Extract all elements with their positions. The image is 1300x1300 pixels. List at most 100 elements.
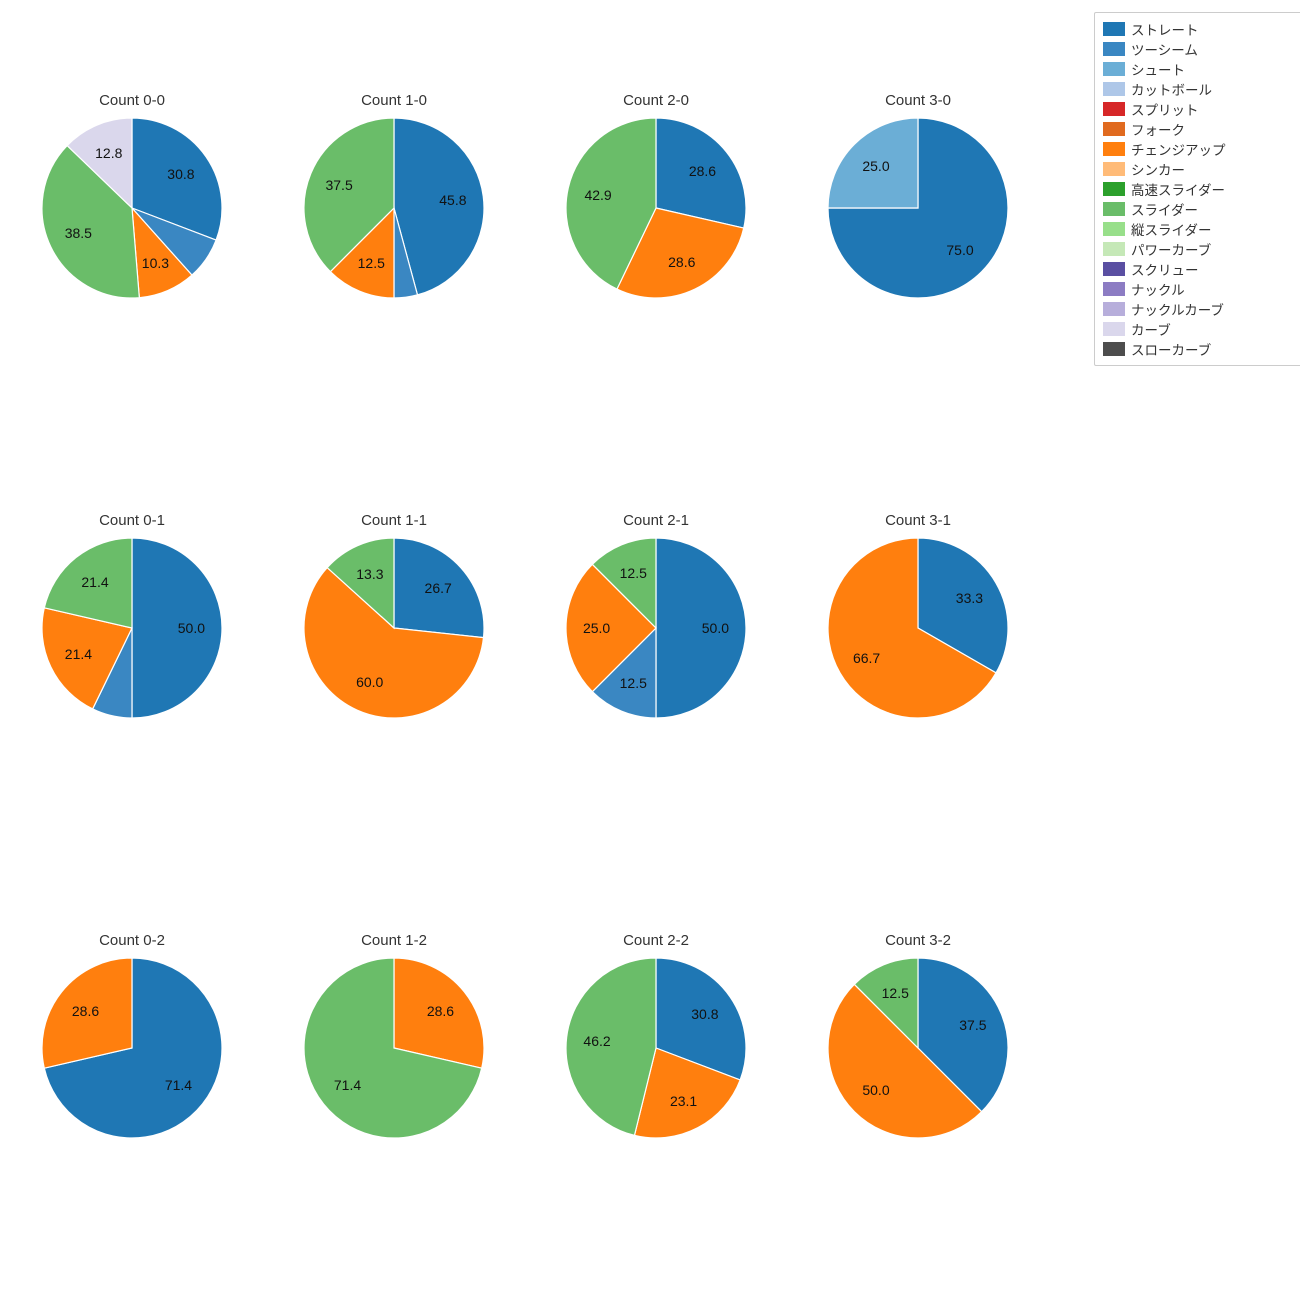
- pie-chart-count-1-2: Count 1-228.671.4: [304, 958, 484, 1138]
- pie-chart-count-0-1: Count 0-150.021.421.4: [42, 538, 222, 718]
- pie-title: Count 1-1: [361, 512, 427, 529]
- legend-swatch: [1103, 182, 1125, 196]
- pie-slice-label: 21.4: [65, 646, 92, 662]
- pie-chart-count-0-0: Count 0-030.810.338.512.8: [42, 118, 222, 298]
- legend-swatch: [1103, 102, 1125, 116]
- pie-slice-label: 25.0: [583, 620, 610, 636]
- pie-title: Count 1-0: [361, 92, 427, 109]
- legend-item-curve: カーブ: [1103, 319, 1293, 339]
- pie-slice-label: 21.4: [81, 574, 108, 590]
- legend-item-knuckle: ナックル: [1103, 279, 1293, 299]
- legend-label: ナックル: [1131, 279, 1185, 299]
- legend-item-vslider: 縦スライダー: [1103, 219, 1293, 239]
- legend-label: ストレート: [1131, 19, 1199, 39]
- pie-slice-label: 75.0: [946, 242, 973, 258]
- pie-slice-label: 66.7: [853, 650, 880, 666]
- pie-chart-count-3-0: Count 3-075.025.0: [828, 118, 1008, 298]
- figure: Count 0-0 30.8 10.3 38.5 12.8 Count 1-0 45.8 12…: [0, 0, 1300, 1300]
- legend-label: パワーカーブ: [1131, 239, 1211, 259]
- legend-item-twoseam: ツーシーム: [1103, 39, 1293, 59]
- pie-chart-count-0-2: Count 0-271.428.6: [42, 958, 222, 1138]
- pie-title: Count 2-1: [623, 512, 689, 529]
- pie-title: Count 0-1: [99, 512, 165, 529]
- pie-svg: [828, 538, 1008, 718]
- legend-item-fork: フォーク: [1103, 119, 1293, 139]
- pie-svg: [304, 538, 484, 718]
- legend: ストレートツーシームシュートカットボールスプリットフォークチェンジアップシンカー…: [1094, 12, 1300, 366]
- legend-item-highslider: 高速スライダー: [1103, 179, 1293, 199]
- legend-label: スクリュー: [1131, 259, 1199, 279]
- legend-swatch: [1103, 202, 1125, 216]
- pie-slice-label: 45.8: [439, 192, 466, 208]
- legend-item-slider: スライダー: [1103, 199, 1293, 219]
- pie-slice-label: 28.6: [668, 254, 695, 270]
- pie-title: Count 3-2: [885, 932, 951, 949]
- pie-slice-label: 25.0: [862, 158, 889, 174]
- pie-svg: [828, 118, 1008, 298]
- pie-slice-label: 30.8: [691, 1006, 718, 1022]
- legend-swatch: [1103, 122, 1125, 136]
- legend-label: スローカーブ: [1131, 339, 1211, 359]
- pie-title: Count 2-0: [623, 92, 689, 109]
- pie-chart-count-1-1: Count 1-126.760.013.3: [304, 538, 484, 718]
- legend-label: スライダー: [1131, 199, 1198, 219]
- legend-label: 縦スライダー: [1131, 219, 1211, 239]
- pie-title: Count 3-0: [885, 92, 951, 109]
- pie-slice-label: 30.8: [167, 166, 194, 182]
- legend-label: ナックルカーブ: [1131, 299, 1224, 319]
- legend-swatch: [1103, 42, 1125, 56]
- legend-label: スプリット: [1131, 99, 1199, 119]
- pie-slice-label: 10.3: [142, 255, 169, 271]
- legend-swatch: [1103, 282, 1125, 296]
- pie-slice-label: 42.9: [584, 187, 611, 203]
- legend-item-straight: ストレート: [1103, 19, 1293, 39]
- pie-chart-count-3-1: Count 3-133.366.7: [828, 538, 1008, 718]
- legend-item-powercurve: パワーカーブ: [1103, 239, 1293, 259]
- pie-title: Count 0-0: [99, 92, 165, 109]
- pie-slice-label: 46.2: [583, 1033, 610, 1049]
- legend-swatch: [1103, 222, 1125, 236]
- pie-slice-label: 13.3: [356, 566, 383, 582]
- pie-slice-label: 38.5: [65, 225, 92, 241]
- pie-svg: [42, 118, 222, 298]
- legend-swatch: [1103, 162, 1125, 176]
- legend-item-sinker: シンカー: [1103, 159, 1293, 179]
- legend-label: チェンジアップ: [1131, 139, 1226, 159]
- legend-label: カーブ: [1131, 319, 1171, 339]
- pie-title: Count 0-2: [99, 932, 165, 949]
- legend-label: 高速スライダー: [1131, 179, 1225, 199]
- pie-slice-label: 26.7: [425, 580, 452, 596]
- legend-swatch: [1103, 342, 1125, 356]
- legend-item-knucklecurve: ナックルカーブ: [1103, 299, 1293, 319]
- pie-slice-label: 33.3: [956, 590, 983, 606]
- pie-slice-label: 12.8: [95, 145, 122, 161]
- pie-slice-label: 28.6: [689, 163, 716, 179]
- pie-svg: [304, 958, 484, 1138]
- legend-swatch: [1103, 22, 1125, 36]
- pie-slice-label: 28.6: [72, 1003, 99, 1019]
- pie-slice-label: 37.5: [325, 177, 352, 193]
- pie-title: Count 3-1: [885, 512, 951, 529]
- pie-title: Count 2-2: [623, 932, 689, 949]
- legend-swatch: [1103, 302, 1125, 316]
- pie-slice-label: 50.0: [702, 620, 729, 636]
- legend-swatch: [1103, 62, 1125, 76]
- pie-svg: [42, 958, 222, 1138]
- pie-chart-count-2-2: Count 2-230.823.146.2: [566, 958, 746, 1138]
- pie-chart-count-2-1: Count 2-150.012.525.012.5: [566, 538, 746, 718]
- pie-title: Count 1-2: [361, 932, 427, 949]
- pie-slice-label: 12.5: [620, 675, 647, 691]
- pie-slice-label: 50.0: [862, 1082, 889, 1098]
- pie-slice-label: 23.1: [670, 1093, 697, 1109]
- legend-label: シュート: [1131, 59, 1185, 79]
- legend-swatch: [1103, 322, 1125, 336]
- legend-label: ツーシーム: [1131, 39, 1198, 59]
- legend-item-split: スプリット: [1103, 99, 1293, 119]
- pie-slice-label: 12.5: [358, 255, 385, 271]
- legend-swatch: [1103, 262, 1125, 276]
- pie-slice-label: 12.5: [620, 565, 647, 581]
- pie-svg: [828, 958, 1008, 1138]
- pie-slice-label: 71.4: [165, 1077, 192, 1093]
- legend-label: カットボール: [1131, 79, 1212, 99]
- pie-slice-label: 50.0: [178, 620, 205, 636]
